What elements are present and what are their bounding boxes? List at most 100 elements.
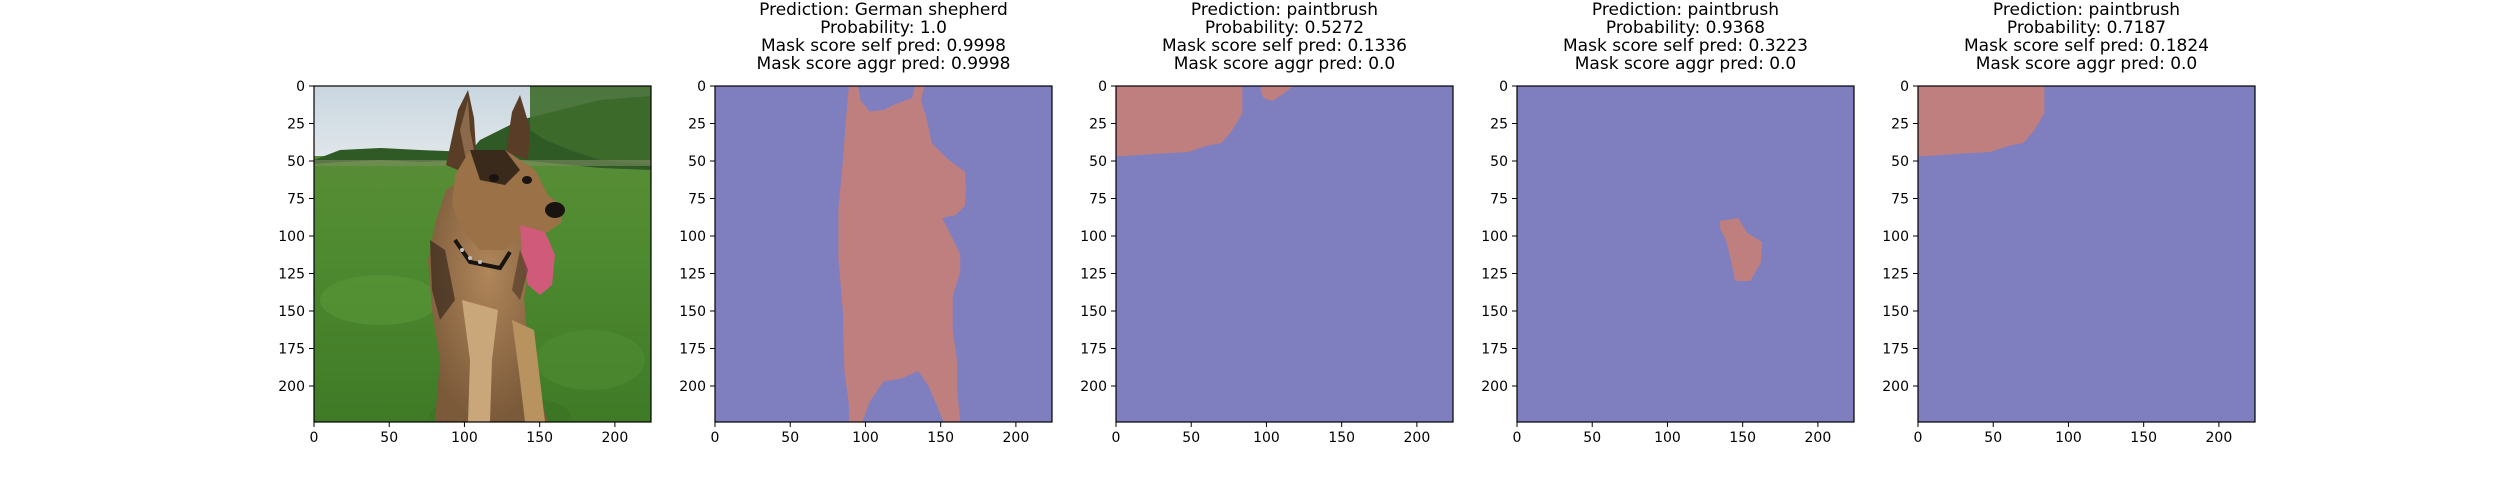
y-tick-label: 50 bbox=[688, 154, 706, 170]
y-tick-label: 125 bbox=[278, 267, 305, 283]
panel-title-line: Prediction: paintbrush bbox=[1592, 0, 1779, 20]
x-tick-label: 200 bbox=[602, 430, 629, 446]
y-tick-label: 125 bbox=[1080, 267, 1107, 283]
y-tick-label: 150 bbox=[1481, 304, 1508, 320]
y-tick-label: 100 bbox=[278, 229, 305, 245]
x-tick-label: 0 bbox=[310, 430, 319, 446]
y-tick-label: 175 bbox=[1481, 342, 1508, 358]
y-tick-label: 100 bbox=[1882, 229, 1909, 245]
axes-frame bbox=[313, 85, 652, 423]
mask-panel-german-shepherd: 0 50 100 150 200 0 25 50 75 100 125 150 175 200 Predic… bbox=[679, 0, 1053, 446]
x-tick-label: 150 bbox=[2130, 430, 2157, 446]
y-tick-label: 175 bbox=[1882, 342, 1909, 358]
y-tick-label: 75 bbox=[688, 192, 706, 208]
y-tick-label: 25 bbox=[688, 117, 706, 133]
panel-title-line: Probability: 0.9368 bbox=[1606, 18, 1765, 38]
x-tick-label: 50 bbox=[1182, 430, 1200, 446]
y-tick-label: 100 bbox=[679, 229, 706, 245]
x-tick-label: 100 bbox=[1654, 430, 1681, 446]
panel-title-line: Mask score self pred: 0.1336 bbox=[1162, 36, 1407, 56]
y-tick-label: 200 bbox=[1882, 379, 1909, 395]
x-tick-label: 100 bbox=[852, 430, 879, 446]
x-tick-label: 0 bbox=[1914, 430, 1923, 446]
y-tick-label: 50 bbox=[1891, 154, 1909, 170]
photo-panel: 0 50 100 150 200 0 25 50 75 100 125 150 175 200 bbox=[278, 79, 652, 446]
y-tick-label: 150 bbox=[1080, 304, 1107, 320]
y-tick-label: 125 bbox=[679, 267, 706, 283]
x-tick-label: 200 bbox=[1404, 430, 1431, 446]
x-tick-label: 50 bbox=[1984, 430, 2002, 446]
mask-panel-paintbrush-2: 0 50 100 150 200 0 25 50 75 100 125 150 175 200 Predic… bbox=[1481, 0, 1855, 446]
axes-frame bbox=[714, 85, 1053, 423]
mask-panel-paintbrush-1: 0 50 100 150 200 0 25 50 75 100 125 150 175 200 Predic… bbox=[1080, 0, 1454, 446]
panel-title-line: Mask score aggr pred: 0.0 bbox=[1174, 54, 1396, 74]
mask-region-0 bbox=[1918, 86, 2045, 157]
mask-background bbox=[1517, 86, 1854, 422]
y-tick-label: 125 bbox=[1882, 267, 1909, 283]
y-tick-label: 100 bbox=[1080, 229, 1107, 245]
y-tick-label: 175 bbox=[278, 342, 305, 358]
y-tick-label: 200 bbox=[278, 379, 305, 395]
y-tick-label: 50 bbox=[1490, 154, 1508, 170]
x-tick-label: 50 bbox=[1583, 430, 1601, 446]
y-tick-label: 125 bbox=[1481, 267, 1508, 283]
y-tick-label: 150 bbox=[679, 304, 706, 320]
panel-title-line: Mask score aggr pred: 0.0 bbox=[1976, 54, 2198, 74]
y-tick-label: 25 bbox=[1089, 117, 1107, 133]
y-tick-label: 0 bbox=[1499, 79, 1508, 95]
panel-title-line: Mask score aggr pred: 0.9998 bbox=[757, 54, 1011, 74]
y-tick-label: 150 bbox=[278, 304, 305, 320]
y-tick-label: 200 bbox=[679, 379, 706, 395]
y-tick-label: 25 bbox=[1891, 117, 1909, 133]
axes-frame bbox=[1516, 85, 1855, 423]
x-tick-label: 100 bbox=[451, 430, 478, 446]
panel-title-line: Probability: 0.5272 bbox=[1205, 18, 1364, 38]
mask-region-1 bbox=[1260, 86, 1294, 101]
panel-title-line: Prediction: paintbrush bbox=[1191, 0, 1378, 20]
x-tick-label: 150 bbox=[1729, 430, 1756, 446]
x-tick-label: 0 bbox=[1112, 430, 1121, 446]
y-tick-label: 0 bbox=[1900, 79, 1909, 95]
axes-frame bbox=[1917, 85, 2256, 423]
panel-title-line: Probability: 0.7187 bbox=[2007, 18, 2166, 38]
y-tick-label: 150 bbox=[1882, 304, 1909, 320]
y-tick-label: 175 bbox=[679, 342, 706, 358]
x-tick-label: 50 bbox=[380, 430, 398, 446]
x-tick-label: 150 bbox=[526, 430, 553, 446]
mask-region-0 bbox=[1116, 86, 1243, 157]
y-tick-label: 75 bbox=[287, 192, 305, 208]
y-tick-label: 50 bbox=[1089, 154, 1107, 170]
panel-title-line: Mask score self pred: 0.9998 bbox=[761, 36, 1006, 56]
panel-title-line: Probability: 1.0 bbox=[820, 18, 947, 38]
panel-title-line: Mask score aggr pred: 0.0 bbox=[1575, 54, 1797, 74]
y-tick-label: 75 bbox=[1089, 192, 1107, 208]
x-tick-label: 0 bbox=[1513, 430, 1522, 446]
y-tick-label: 0 bbox=[296, 79, 305, 95]
x-tick-label: 50 bbox=[781, 430, 799, 446]
x-tick-label: 150 bbox=[927, 430, 954, 446]
mask-region-0 bbox=[1720, 218, 1763, 281]
x-tick-label: 0 bbox=[711, 430, 720, 446]
y-tick-label: 200 bbox=[1481, 379, 1508, 395]
y-tick-label: 50 bbox=[287, 154, 305, 170]
panel-title-line: Mask score self pred: 0.3223 bbox=[1563, 36, 1808, 56]
x-tick-label: 200 bbox=[1003, 430, 1030, 446]
y-tick-label: 75 bbox=[1490, 192, 1508, 208]
y-tick-label: 100 bbox=[1481, 229, 1508, 245]
dog-photo bbox=[314, 86, 651, 422]
panel-title-line: Prediction: paintbrush bbox=[1993, 0, 2180, 20]
y-tick-label: 75 bbox=[1891, 192, 1909, 208]
x-tick-label: 150 bbox=[1328, 430, 1355, 446]
panel-title-line: Prediction: German shepherd bbox=[759, 0, 1008, 20]
axes-frame bbox=[1115, 85, 1454, 423]
x-tick-label: 200 bbox=[1805, 430, 1832, 446]
y-tick-label: 25 bbox=[287, 117, 305, 133]
x-tick-label: 200 bbox=[2206, 430, 2233, 446]
y-tick-label: 25 bbox=[1490, 117, 1508, 133]
mask-region-0 bbox=[838, 86, 967, 422]
y-tick-label: 200 bbox=[1080, 379, 1107, 395]
x-tick-label: 100 bbox=[2055, 430, 2082, 446]
mask-panel-paintbrush-3: 0 50 100 150 200 0 25 50 75 100 125 150 175 200 Predic… bbox=[1882, 0, 2256, 446]
y-tick-label: 175 bbox=[1080, 342, 1107, 358]
